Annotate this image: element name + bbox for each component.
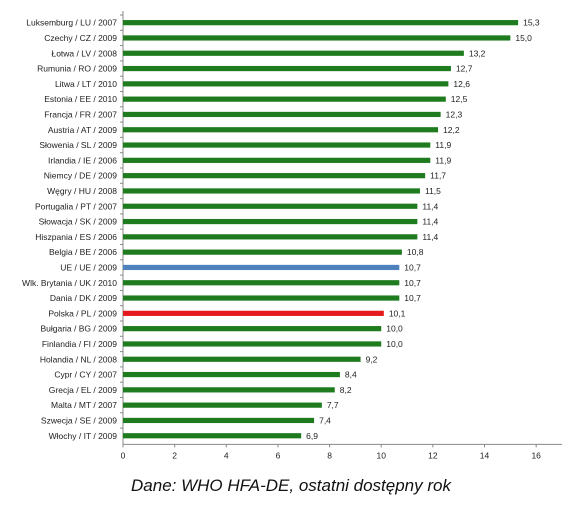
bar — [123, 341, 382, 347]
data-label: 12,5 — [451, 94, 468, 104]
data-label: 8,2 — [340, 385, 352, 395]
data-label: 10,7 — [404, 293, 421, 303]
data-label: 10,8 — [407, 247, 424, 257]
category-label: Szwecja / SE / 2009 — [41, 415, 117, 425]
bar — [123, 387, 335, 393]
data-label: 11,7 — [430, 171, 446, 181]
data-label: 6,9 — [306, 431, 318, 441]
x-tick-label: 8 — [327, 450, 332, 460]
data-label: 15,0 — [515, 33, 532, 43]
bar — [123, 35, 511, 41]
bar — [123, 81, 449, 87]
bar — [123, 218, 418, 225]
category-label: Luksemburg / LU / 2007 — [26, 18, 117, 28]
data-label: 11,4 — [422, 232, 438, 242]
chart-source-caption: Dane: WHO HFA-DE, ostatni dostępny rok — [131, 476, 451, 495]
x-tick-label: 6 — [276, 450, 281, 460]
bar — [123, 111, 441, 118]
bar — [123, 127, 439, 133]
data-label: 12,3 — [446, 109, 463, 119]
bar — [123, 249, 402, 255]
category-label: Słowenia / SL / 2009 — [39, 140, 117, 150]
category-label: Hiszpania / ES / 2006 — [35, 232, 117, 242]
x-tick-label: 16 — [531, 450, 541, 460]
category-label: Włochy / IT / 2009 — [49, 431, 118, 441]
category-label: Wlk. Brytania / UK / 2010 — [22, 278, 117, 288]
category-label: Rumunia / RO / 2009 — [37, 64, 117, 74]
category-label: Finlandia / FI / 2009 — [42, 339, 117, 349]
bar — [123, 173, 426, 179]
x-tick-label: 4 — [224, 450, 229, 460]
bar — [123, 20, 519, 26]
x-tick-label: 0 — [121, 450, 126, 460]
data-label: 10,7 — [404, 262, 421, 272]
category-label: Grecja / EL / 2009 — [49, 385, 117, 395]
category-label: Niemcy / DE / 2009 — [44, 171, 117, 181]
data-label: 10,0 — [386, 324, 403, 334]
category-label: Portugalia / PT / 2007 — [35, 201, 117, 211]
data-label: 7,7 — [327, 400, 339, 410]
bar — [123, 310, 384, 316]
category-label: Łotwa / LV / 2008 — [51, 48, 117, 58]
bar — [123, 50, 464, 56]
bar — [123, 203, 418, 209]
bar — [123, 157, 431, 163]
category-label: Francja / FR / 2007 — [44, 109, 117, 119]
bar — [123, 402, 322, 408]
data-label: 10,0 — [386, 339, 403, 349]
data-label: 13,2 — [469, 48, 486, 58]
category-label: Belgia / BE / 2006 — [49, 247, 117, 257]
category-label: Austria / AT / 2009 — [48, 125, 117, 135]
data-label: 11,5 — [425, 186, 441, 196]
data-label: 12,6 — [453, 79, 470, 89]
category-label: Malta / MT / 2007 — [51, 400, 117, 410]
category-label: Cypr / CY / 2007 — [54, 370, 117, 380]
category-label: Estonia / EE / 2010 — [44, 94, 117, 104]
bar — [123, 417, 315, 424]
bar — [123, 142, 431, 148]
data-label: 8,4 — [345, 370, 357, 380]
category-label: UE / UE / 2009 — [60, 262, 117, 272]
category-label: Holandia / NL / 2008 — [40, 354, 117, 364]
x-tick-label: 2 — [172, 450, 177, 460]
bar — [123, 356, 361, 362]
bar — [123, 371, 340, 378]
bar — [123, 433, 302, 439]
x-tick-label: 14 — [480, 450, 490, 460]
bar — [123, 326, 382, 332]
bar — [123, 295, 400, 301]
data-label: 11,9 — [435, 155, 451, 165]
data-label: 7,4 — [319, 415, 331, 425]
bar — [123, 264, 400, 271]
data-label: 9,2 — [366, 354, 378, 364]
category-label: Litwa / LT / 2010 — [55, 79, 117, 89]
data-label: 11,4 — [422, 217, 438, 227]
data-label: 11,4 — [422, 201, 438, 211]
bar — [123, 188, 420, 194]
data-label: 15,3 — [523, 18, 540, 28]
bar — [123, 234, 418, 240]
category-label: Dania / DK / 2009 — [50, 293, 117, 303]
x-tick-label: 10 — [377, 450, 387, 460]
data-label: 11,9 — [435, 140, 451, 150]
bar — [123, 96, 446, 102]
bar — [123, 65, 451, 72]
data-label: 10,1 — [389, 308, 406, 318]
category-label: Irlandia / IE / 2006 — [48, 155, 117, 165]
category-label: Bułgaria / BG / 2009 — [40, 324, 117, 334]
bar-chart: Luksemburg / LU / 2007 15,3 Czechy / CZ / … — [22, 11, 562, 460]
x-tick-label: 12 — [428, 450, 438, 460]
data-label: 12,7 — [456, 64, 473, 74]
bar — [123, 280, 400, 286]
data-label: 10,7 — [404, 278, 421, 288]
data-label: 12,2 — [443, 125, 460, 135]
category-label: Słowacja / SK / 2009 — [39, 217, 118, 227]
category-label: Węgry / HU / 2008 — [47, 186, 117, 196]
category-label: Czechy / CZ / 2009 — [44, 33, 117, 43]
category-label: Polska / PL / 2009 — [48, 308, 117, 318]
